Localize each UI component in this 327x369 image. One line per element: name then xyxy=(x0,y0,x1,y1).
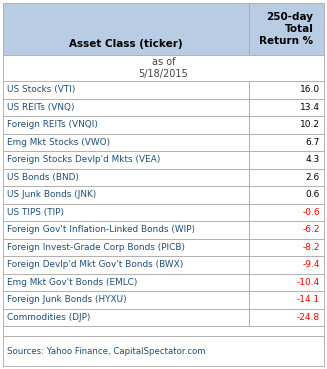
Text: Emg Mkt Gov't Bonds (EMLC): Emg Mkt Gov't Bonds (EMLC) xyxy=(7,278,137,287)
Text: 10.2: 10.2 xyxy=(300,120,320,129)
Bar xyxy=(3,116,249,134)
Text: Sources: Yahoo Finance, CapitalSpectator.com: Sources: Yahoo Finance, CapitalSpectator… xyxy=(7,346,206,355)
Text: US Bonds (BND): US Bonds (BND) xyxy=(7,173,79,182)
Text: -8.2: -8.2 xyxy=(302,243,320,252)
Text: Commodities (DJP): Commodities (DJP) xyxy=(7,313,90,322)
Bar xyxy=(3,81,249,99)
Text: -10.4: -10.4 xyxy=(297,278,320,287)
Bar xyxy=(3,238,249,256)
Bar xyxy=(249,238,324,256)
Text: Emg Mkt Stocks (VWO): Emg Mkt Stocks (VWO) xyxy=(7,138,110,147)
Text: Foreign Invest-Grade Corp Bonds (PICB): Foreign Invest-Grade Corp Bonds (PICB) xyxy=(7,243,185,252)
Text: 4.3: 4.3 xyxy=(306,155,320,164)
Bar xyxy=(3,203,249,221)
Bar xyxy=(3,326,324,336)
Bar xyxy=(249,134,324,151)
Bar xyxy=(249,99,324,116)
Text: Foreign Gov't Inflation-Linked Bonds (WIP): Foreign Gov't Inflation-Linked Bonds (WI… xyxy=(7,225,195,234)
Text: -9.4: -9.4 xyxy=(302,260,320,269)
Bar xyxy=(249,116,324,134)
Text: US Stocks (VTI): US Stocks (VTI) xyxy=(7,85,76,94)
Bar xyxy=(3,256,249,273)
Bar xyxy=(249,256,324,273)
Text: Foreign Junk Bonds (HYXU): Foreign Junk Bonds (HYXU) xyxy=(7,295,127,304)
Bar xyxy=(249,203,324,221)
Text: Asset Class (ticker): Asset Class (ticker) xyxy=(69,39,182,49)
Text: 6.7: 6.7 xyxy=(306,138,320,147)
Bar xyxy=(3,273,249,291)
Text: 250-day
Total
Return %: 250-day Total Return % xyxy=(259,13,313,46)
Bar xyxy=(3,291,249,308)
Bar xyxy=(249,221,324,238)
Bar xyxy=(3,169,249,186)
Text: 0.6: 0.6 xyxy=(306,190,320,199)
Bar xyxy=(249,3,324,55)
Bar xyxy=(3,3,249,55)
Bar xyxy=(3,55,324,81)
Text: 13.4: 13.4 xyxy=(300,103,320,112)
Bar xyxy=(3,134,249,151)
Text: Foreign Devlp'd Mkt Gov't Bonds (BWX): Foreign Devlp'd Mkt Gov't Bonds (BWX) xyxy=(7,260,183,269)
Bar xyxy=(249,81,324,99)
Text: US REITs (VNQ): US REITs (VNQ) xyxy=(7,103,75,112)
Bar xyxy=(249,308,324,326)
Bar xyxy=(249,151,324,169)
Bar xyxy=(3,221,249,238)
Text: -0.6: -0.6 xyxy=(302,208,320,217)
Bar xyxy=(249,169,324,186)
Bar xyxy=(249,186,324,203)
Text: US Junk Bonds (JNK): US Junk Bonds (JNK) xyxy=(7,190,96,199)
Text: -14.1: -14.1 xyxy=(297,295,320,304)
Text: 16.0: 16.0 xyxy=(300,85,320,94)
Text: US TIPS (TIP): US TIPS (TIP) xyxy=(7,208,64,217)
Bar xyxy=(3,336,324,366)
Bar xyxy=(3,186,249,203)
Text: Foreign REITs (VNQI): Foreign REITs (VNQI) xyxy=(7,120,98,129)
Text: -6.2: -6.2 xyxy=(302,225,320,234)
Bar xyxy=(249,291,324,308)
Bar xyxy=(249,273,324,291)
Text: -24.8: -24.8 xyxy=(297,313,320,322)
Text: Foreign Stocks Devlp'd Mkts (VEA): Foreign Stocks Devlp'd Mkts (VEA) xyxy=(7,155,160,164)
Bar xyxy=(3,99,249,116)
Text: as of
5/18/2015: as of 5/18/2015 xyxy=(139,57,188,79)
Text: 2.6: 2.6 xyxy=(306,173,320,182)
Bar xyxy=(3,151,249,169)
Bar xyxy=(3,308,249,326)
